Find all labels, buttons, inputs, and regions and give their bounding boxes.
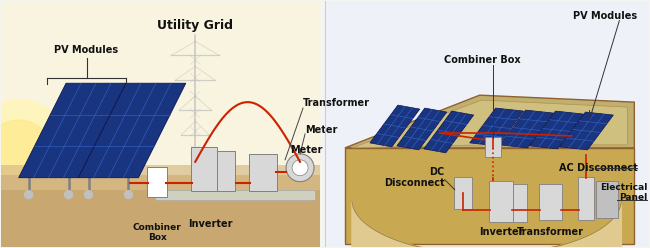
- Circle shape: [292, 160, 308, 176]
- FancyBboxPatch shape: [1, 1, 320, 247]
- Polygon shape: [397, 108, 447, 150]
- FancyBboxPatch shape: [148, 167, 167, 197]
- Text: Combiner Box: Combiner Box: [445, 55, 521, 65]
- FancyBboxPatch shape: [597, 181, 618, 218]
- Circle shape: [286, 154, 314, 182]
- Text: Combiner
Box: Combiner Box: [133, 223, 182, 242]
- Polygon shape: [370, 105, 420, 147]
- Text: Meter: Meter: [305, 125, 337, 135]
- Circle shape: [0, 120, 53, 190]
- FancyBboxPatch shape: [513, 184, 526, 222]
- Circle shape: [124, 191, 133, 199]
- Polygon shape: [19, 83, 126, 178]
- Circle shape: [64, 191, 73, 199]
- FancyBboxPatch shape: [217, 151, 235, 191]
- Text: Transformer: Transformer: [517, 227, 584, 237]
- Text: Inverter: Inverter: [188, 219, 233, 229]
- FancyBboxPatch shape: [454, 177, 472, 209]
- FancyBboxPatch shape: [249, 154, 277, 191]
- Text: Inverter: Inverter: [479, 227, 524, 237]
- Text: Utility Grid: Utility Grid: [157, 19, 233, 31]
- Polygon shape: [345, 95, 634, 148]
- Circle shape: [0, 100, 73, 210]
- FancyBboxPatch shape: [1, 175, 320, 247]
- Polygon shape: [560, 112, 614, 150]
- Text: PV Modules: PV Modules: [573, 11, 638, 21]
- Polygon shape: [352, 100, 627, 148]
- Polygon shape: [530, 111, 584, 149]
- Circle shape: [84, 191, 92, 199]
- Text: PV Modules: PV Modules: [55, 45, 118, 55]
- FancyBboxPatch shape: [1, 165, 320, 190]
- Text: AC Disconnect: AC Disconnect: [558, 163, 638, 173]
- FancyBboxPatch shape: [485, 137, 500, 157]
- FancyBboxPatch shape: [539, 184, 562, 220]
- Polygon shape: [470, 108, 523, 146]
- Text: Meter: Meter: [290, 145, 322, 155]
- Text: Transformer: Transformer: [303, 98, 370, 108]
- Polygon shape: [155, 190, 315, 200]
- Polygon shape: [500, 110, 554, 148]
- FancyBboxPatch shape: [489, 181, 513, 222]
- Text: DC
Disconnect: DC Disconnect: [384, 167, 445, 188]
- FancyBboxPatch shape: [578, 177, 594, 220]
- FancyBboxPatch shape: [325, 1, 649, 247]
- Polygon shape: [79, 83, 186, 178]
- FancyBboxPatch shape: [191, 147, 217, 191]
- Polygon shape: [352, 200, 621, 248]
- Text: Electrical
Panel: Electrical Panel: [600, 183, 647, 202]
- Polygon shape: [345, 148, 634, 244]
- Polygon shape: [424, 111, 474, 153]
- Circle shape: [25, 191, 32, 199]
